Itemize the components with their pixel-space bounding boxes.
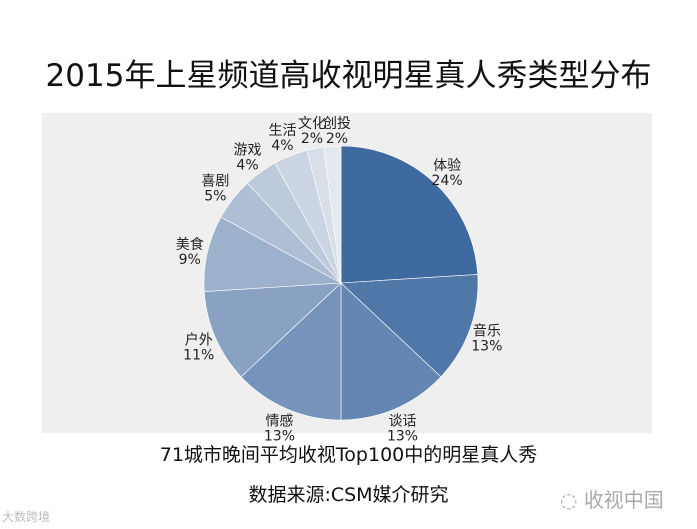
slice-label-4: 户外 11% [183, 332, 214, 364]
data-source: 数据来源:CSM媒介研究 [248, 484, 449, 506]
watermark-text: 收视中国 [583, 488, 664, 512]
chart-title: 2015年上星频道高收视明星真人秀类型分布 [45, 58, 652, 94]
slice-label-9: 文化 2% [298, 116, 326, 147]
slice-label-1: 音乐 13% [471, 323, 502, 355]
wechat-icon: ◌ [560, 488, 584, 512]
slice-label-0: 体验 24% [432, 158, 463, 189]
chart-subtitle: 71城市晚间平均收视Top100中的明星真人秀 [159, 444, 538, 466]
slice-label-10: 创投 2% [323, 116, 351, 147]
watermark-2: 大数跨境 [2, 510, 51, 524]
pie-slice-2 [340, 282, 442, 421]
pie-slice-3 [240, 282, 342, 421]
pie-slice-1 [340, 274, 479, 378]
slice-label-8: 生活 4% [268, 123, 296, 154]
slice-label-7: 游戏 4% [234, 142, 262, 173]
slice-label-5: 美食 9% [176, 236, 204, 268]
slice-label-2: 谈话 13% [387, 413, 418, 444]
pie-slice-4 [203, 282, 342, 378]
watermark: ◌ 收视中国 [560, 484, 664, 513]
pie-slice-0 [340, 145, 479, 284]
pie-slice-10 [323, 145, 342, 284]
slice-label-6: 喜剧 5% [201, 174, 229, 205]
slice-label-3: 情感 13% [264, 412, 295, 444]
